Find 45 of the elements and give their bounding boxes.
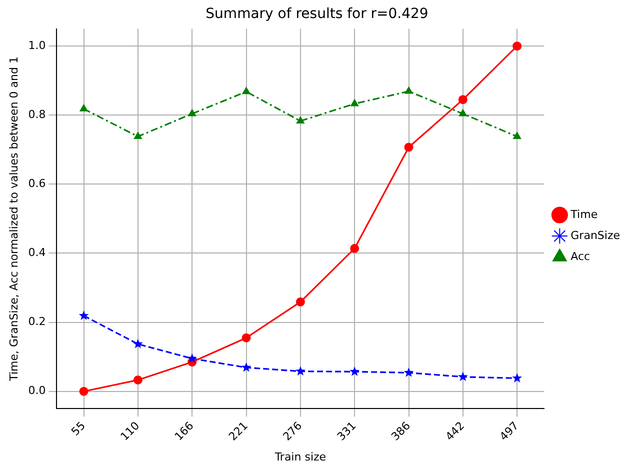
point bbox=[458, 372, 468, 382]
legend-label: Acc bbox=[570, 250, 590, 263]
x-tick-label: 331 bbox=[334, 419, 359, 444]
y-tick-label: 0.2 bbox=[28, 315, 46, 328]
point bbox=[404, 368, 414, 377]
x-tick-label: 55 bbox=[68, 419, 88, 438]
point bbox=[296, 116, 304, 124]
point bbox=[513, 132, 522, 140]
point bbox=[188, 109, 196, 116]
point bbox=[350, 244, 360, 253]
point bbox=[296, 297, 305, 306]
y-tick-label: 1.0 bbox=[28, 38, 46, 52]
point bbox=[134, 132, 142, 140]
chart-title: Summary of results for r=0.429 bbox=[206, 6, 428, 22]
x-axis-title: Train size bbox=[274, 450, 326, 464]
x-tick-label: 166 bbox=[172, 419, 196, 444]
y-axis-title: Time, GranSize, Acc normalized to values between 0 and 1 bbox=[7, 56, 20, 382]
point bbox=[295, 366, 306, 376]
x-tick-label: 221 bbox=[226, 419, 250, 444]
y-tick-label: 0.0 bbox=[28, 384, 46, 398]
point bbox=[404, 86, 413, 94]
x-tick-label: 442 bbox=[443, 419, 468, 444]
point bbox=[242, 87, 250, 94]
point bbox=[78, 310, 89, 320]
point bbox=[132, 338, 143, 348]
x-tick-label: 497 bbox=[497, 419, 522, 444]
legend-label: GranSize bbox=[570, 228, 620, 242]
point bbox=[79, 386, 88, 396]
point bbox=[350, 366, 360, 376]
point bbox=[133, 375, 142, 384]
x-tick-label: 110 bbox=[118, 419, 142, 444]
point bbox=[458, 109, 467, 116]
point bbox=[187, 353, 198, 363]
y-tick-label: 0.6 bbox=[28, 177, 46, 190]
point bbox=[242, 333, 251, 342]
point bbox=[404, 142, 414, 152]
point bbox=[512, 373, 522, 382]
point bbox=[458, 95, 468, 104]
point bbox=[512, 42, 522, 51]
legend-label: Time bbox=[570, 208, 598, 221]
point bbox=[80, 104, 88, 112]
y-tick-label: 0.8 bbox=[28, 108, 46, 121]
y-tick-label: 0.4 bbox=[28, 246, 46, 260]
point bbox=[241, 362, 252, 372]
point bbox=[350, 99, 359, 106]
